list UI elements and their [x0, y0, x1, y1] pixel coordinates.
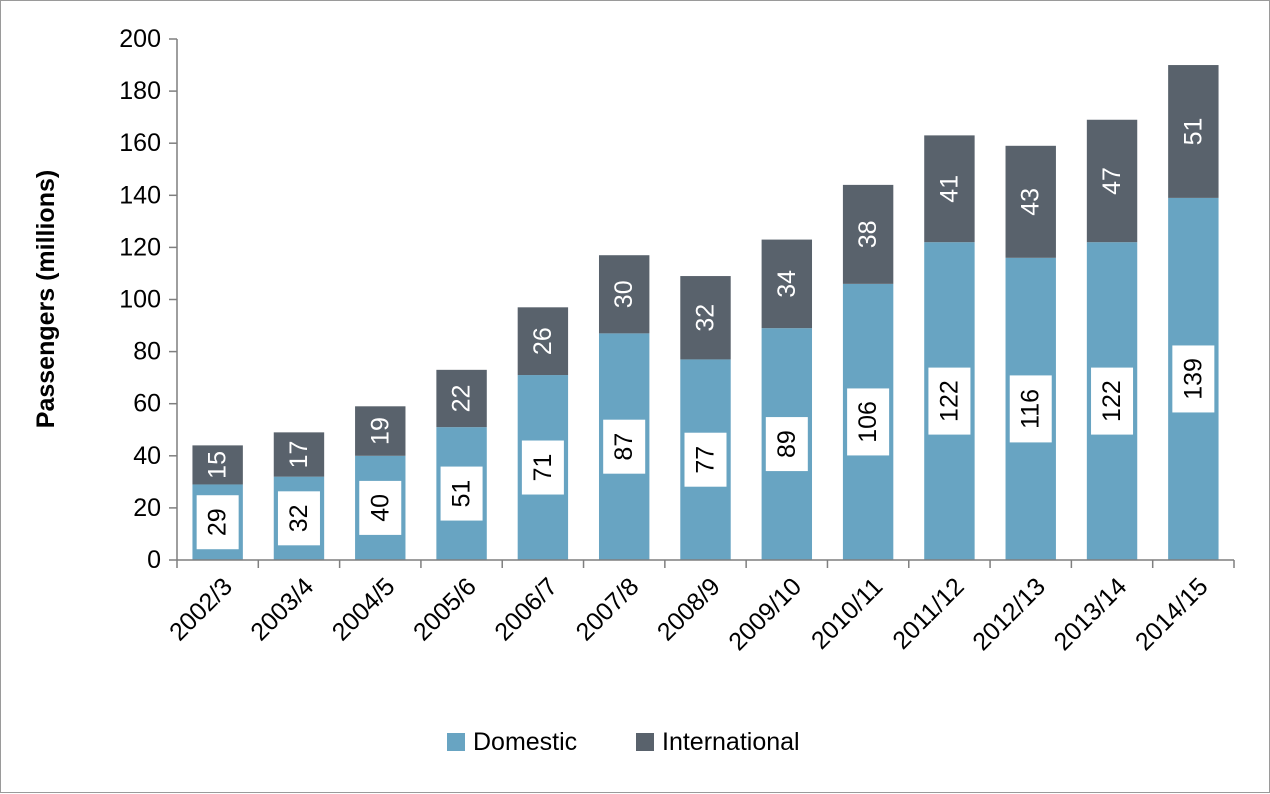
data-label-box-domestic	[684, 432, 727, 487]
x-tick-label: 2003/4	[245, 572, 319, 646]
y-tick-label: 200	[119, 25, 161, 53]
data-labels-layer: 29 15 32 17 40 19 51 22 71 26 87 30 77 32 89 34 106 38 122…	[196, 118, 1215, 550]
data-label-domestic: 122	[935, 380, 963, 422]
x-tick-label: 2009/10	[723, 572, 807, 656]
data-label-domestic: 32	[285, 504, 313, 532]
x-tick-label: 2006/7	[489, 572, 563, 646]
data-label-box-domestic	[1172, 345, 1215, 413]
bar-international	[517, 307, 569, 376]
x-tick-label: 2011/12	[887, 572, 969, 654]
bar-international	[1005, 145, 1056, 258]
legend-swatch-international	[636, 733, 654, 751]
y-tick-label: 180	[119, 77, 161, 105]
data-label-domestic: 122	[1098, 380, 1126, 422]
data-label-domestic: 139	[1179, 358, 1207, 400]
x-tick-label: 2007/8	[571, 572, 645, 646]
bar-international	[1086, 119, 1138, 243]
data-label-international: 43	[1017, 188, 1045, 216]
y-tick-label: 120	[119, 233, 161, 261]
bar-international	[192, 445, 243, 485]
data-label-box-domestic	[847, 388, 890, 456]
data-label-box-domestic	[603, 419, 646, 474]
bar-international	[680, 276, 731, 360]
y-axis-label: Passengers (millions)	[32, 170, 60, 428]
data-label-box-domestic	[765, 417, 808, 472]
legend-label-international: International	[662, 728, 800, 756]
bar-international	[355, 406, 406, 456]
y-tick-label: 160	[119, 129, 161, 157]
data-label-international: 30	[610, 280, 638, 308]
bar-international	[598, 255, 650, 334]
data-label-domestic: 87	[610, 433, 638, 461]
x-tick-label: 2012/13	[967, 572, 1051, 656]
data-label-box-domestic	[440, 466, 483, 521]
legend-swatch-domestic	[447, 733, 465, 751]
data-label-international: 47	[1098, 167, 1126, 195]
bar-international	[1168, 65, 1219, 198]
data-label-domestic: 40	[366, 494, 394, 522]
x-tick-label: 2004/5	[327, 572, 401, 646]
bar-international	[273, 432, 325, 477]
data-label-domestic: 51	[448, 480, 476, 508]
bar-international	[436, 369, 487, 428]
bar-international	[924, 135, 975, 243]
data-label-domestic: 77	[692, 446, 720, 474]
data-label-domestic: 71	[529, 454, 557, 482]
x-tick-label: 2014/15	[1130, 572, 1214, 656]
data-label-international: 15	[204, 451, 232, 479]
x-tick-label: 2008/9	[652, 572, 726, 646]
data-label-domestic: 116	[1017, 389, 1045, 429]
x-tick-label: 2005/6	[408, 572, 482, 646]
bar-international	[761, 239, 813, 329]
y-tick-label: 100	[119, 286, 161, 314]
x-tick-label: 2002/3	[164, 572, 238, 646]
data-label-domestic: 29	[204, 508, 232, 536]
legend: Domestic International	[447, 728, 800, 756]
data-label-box-domestic	[1091, 367, 1134, 435]
y-tick-label: 80	[133, 338, 161, 366]
data-label-international: 51	[1179, 118, 1207, 146]
data-label-domestic: 106	[854, 401, 882, 443]
data-label-international: 38	[854, 220, 882, 248]
data-label-box-domestic	[196, 495, 239, 550]
data-label-box-domestic	[521, 440, 564, 495]
data-label-international: 34	[773, 270, 801, 298]
bar-international	[842, 184, 894, 284]
legend-label-domestic: Domestic	[473, 728, 577, 756]
data-label-box-domestic	[359, 480, 402, 535]
y-tick-label: 20	[133, 494, 161, 522]
data-label-box-domestic	[928, 367, 971, 435]
data-label-international: 22	[448, 385, 476, 413]
x-tick-label: 2010/11	[806, 572, 888, 654]
y-tick-label: 140	[119, 181, 161, 209]
y-tick-label: 0	[147, 546, 161, 574]
data-label-international: 26	[529, 327, 557, 355]
data-label-international: 19	[366, 417, 394, 445]
y-tick-label: 40	[133, 442, 161, 470]
data-label-international: 41	[935, 175, 963, 203]
data-label-box-domestic	[277, 491, 320, 546]
y-tick-label: 60	[133, 390, 161, 418]
data-label-domestic: 89	[773, 430, 801, 458]
data-label-box-domestic	[1009, 375, 1052, 443]
axes-layer: 2002/3 2003/4 2004/5 2005/6 2006/7 2007/8 2008…	[119, 25, 1235, 656]
data-label-international: 32	[692, 304, 720, 332]
data-label-international: 17	[285, 441, 313, 469]
x-tick-label: 2013/14	[1049, 572, 1133, 656]
